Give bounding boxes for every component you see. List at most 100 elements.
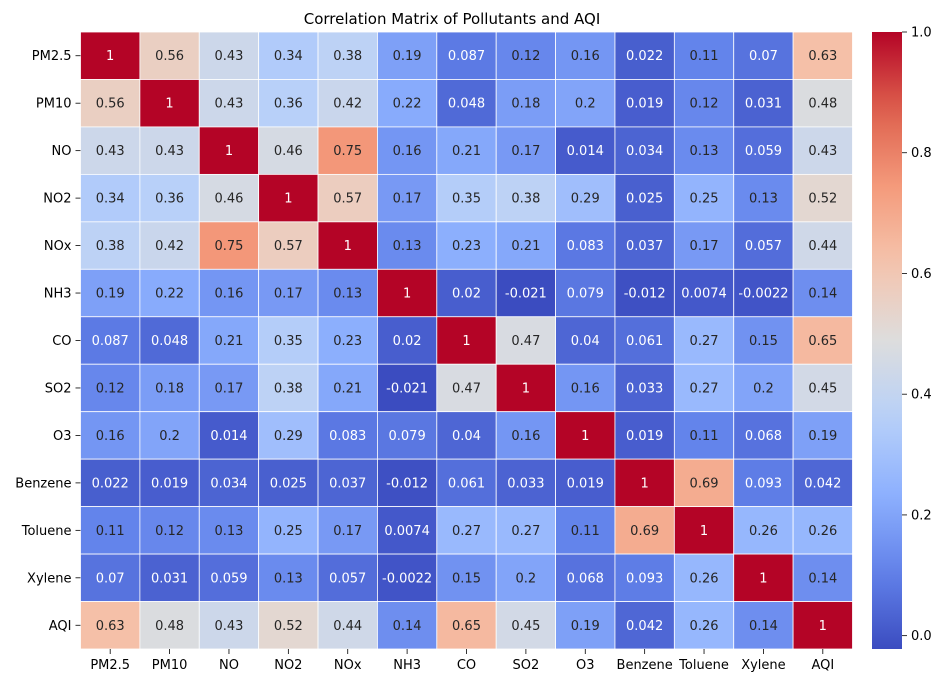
heatmap-cell: [198, 173, 260, 223]
cell-label: 0.25: [690, 192, 719, 207]
heatmap-cell: [80, 506, 141, 555]
cell-label: 0.042: [804, 476, 841, 491]
cell-label: 0.26: [690, 619, 719, 634]
heatmap-cell: [198, 268, 260, 318]
heatmap-cell: [792, 126, 853, 175]
x-tick-label: CO: [457, 658, 476, 673]
cell-label: 1: [641, 476, 649, 491]
cell-label: 0.47: [511, 334, 540, 349]
heatmap-cell: [317, 601, 378, 650]
cell-label: 0.43: [214, 49, 243, 64]
cell-label: 0.16: [571, 381, 600, 396]
cell-label: 0.43: [808, 144, 837, 159]
heatmap-cell: [436, 553, 497, 602]
heatmap-cell: [614, 173, 675, 223]
heatmap-cell: [733, 411, 794, 460]
cell-label: 1: [284, 192, 292, 207]
heatmap-cell: [733, 506, 794, 555]
cell-label: 0.02: [452, 287, 481, 302]
heatmap-cell: [80, 316, 141, 365]
cell-label: 0.45: [511, 619, 540, 634]
heatmap-cell: [258, 79, 319, 128]
heatmap-cell: [733, 126, 794, 175]
cell-label: 0.26: [690, 571, 719, 586]
cell-label: 0.38: [274, 381, 303, 396]
heatmap-cell: [495, 363, 556, 413]
cell-label: 0.56: [96, 97, 125, 112]
heatmap-cell: [673, 173, 735, 223]
y-tick-label: PM10: [36, 97, 72, 112]
cell-label: 0.75: [214, 239, 243, 254]
heatmap-cell: [139, 268, 200, 318]
y-tick-label: PM2.5: [32, 49, 72, 64]
heatmap-cell: [258, 601, 319, 650]
cell-label: 0.48: [155, 619, 184, 634]
cell-label: 0.019: [626, 429, 663, 444]
heatmap-cell: [317, 506, 378, 555]
cell-label: 0.17: [274, 287, 303, 302]
heatmap-cell: [258, 363, 319, 413]
cell-label: 0.14: [808, 571, 837, 586]
cell-label: 0.56: [155, 49, 184, 64]
heatmap-cell: [198, 79, 260, 128]
heatmap-cell: [555, 173, 616, 223]
cell-label: 0.083: [567, 239, 604, 254]
heatmap-cell: [80, 268, 141, 318]
heatmap-cell: [377, 458, 438, 508]
cell-label: 0.12: [690, 97, 719, 112]
y-tick-label: AQI: [49, 619, 72, 634]
y-tick-label: NO2: [43, 192, 71, 207]
x-tick-label: Xylene: [741, 658, 785, 673]
cell-label: 0.27: [690, 381, 719, 396]
cell-label: 0.059: [745, 144, 782, 159]
heatmap-cell: [673, 363, 735, 413]
heatmap-cell: [258, 506, 319, 555]
cell-label: 0.29: [274, 429, 303, 444]
cell-label: 0.02: [393, 334, 422, 349]
cell-label: 0.019: [567, 476, 604, 491]
cell-label: -0.0022: [382, 571, 432, 586]
cell-label: 0.26: [749, 524, 778, 539]
heatmap-cell: [436, 316, 497, 365]
cell-label: 0.025: [270, 476, 307, 491]
heatmap-cell: [792, 363, 853, 413]
heatmap-cell: [614, 316, 675, 365]
cell-label: 0.087: [92, 334, 129, 349]
cell-label: 0.031: [745, 97, 782, 112]
heatmap-cell: [258, 31, 319, 80]
cell-label: 0.087: [448, 49, 485, 64]
heatmap-cell: [673, 126, 735, 175]
heatmap-cell: [258, 221, 319, 270]
heatmap-cell: [733, 79, 794, 128]
heatmap-cell: [733, 31, 794, 80]
heatmap-cell: [614, 126, 675, 175]
heatmap-cell: [733, 221, 794, 270]
y-tick-label: Toluene: [21, 524, 72, 539]
cell-label: 0.093: [626, 571, 663, 586]
cell-label: 0.57: [274, 239, 303, 254]
heatmap-cell: [555, 268, 616, 318]
heatmap-cell: [198, 411, 260, 460]
cell-label: 1: [403, 287, 411, 302]
cell-label: 0.0074: [681, 287, 727, 302]
cell-label: 0.057: [329, 571, 366, 586]
x-tick-label: AQI: [811, 658, 834, 673]
cell-label: 0.04: [571, 334, 600, 349]
cell-label: 0.11: [690, 49, 719, 64]
heatmap-cell: [792, 506, 853, 555]
cell-label: 0.65: [452, 619, 481, 634]
cell-label: 0.014: [567, 144, 604, 159]
cell-label: -0.012: [624, 287, 666, 302]
heatmap-cell: [317, 363, 378, 413]
cell-label: 0.019: [151, 476, 188, 491]
heatmap-cell: [495, 268, 556, 318]
cell-label: 1: [759, 571, 767, 586]
heatmap-cell: [377, 173, 438, 223]
cell-label: 0.079: [389, 429, 426, 444]
heatmap-cell: [792, 316, 853, 365]
heatmap-cell: [80, 601, 141, 650]
cell-label: 0.2: [753, 381, 774, 396]
heatmap-cell: [614, 268, 675, 318]
cell-label: 0.46: [274, 144, 303, 159]
heatmap-cell: [792, 268, 853, 318]
